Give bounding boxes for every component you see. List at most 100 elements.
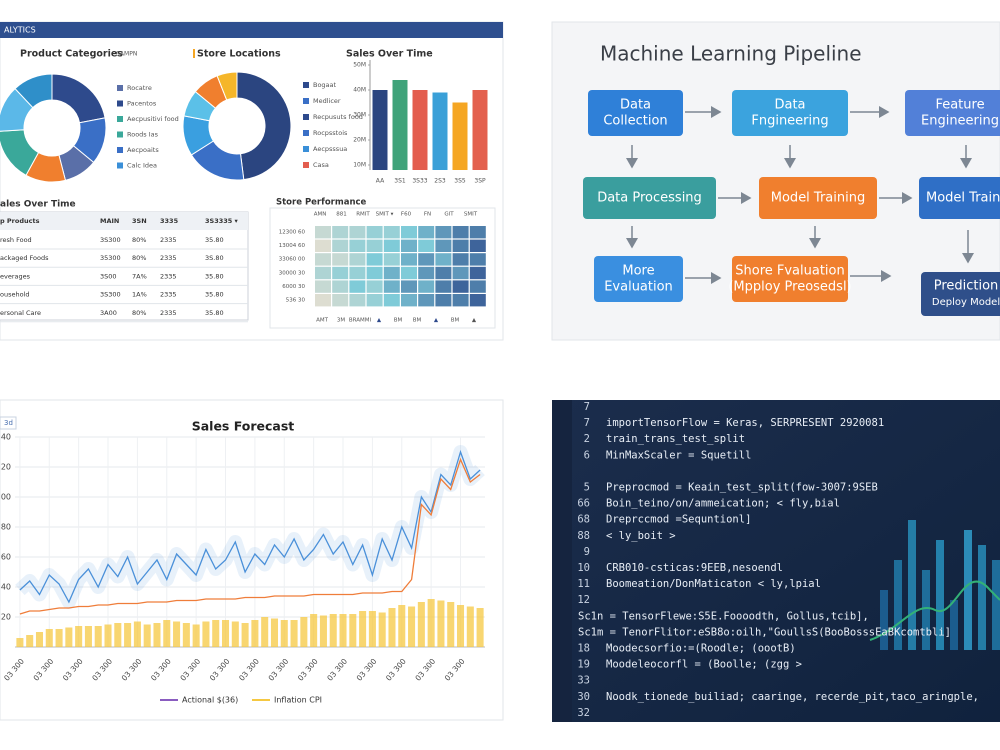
legend-label: Aecpsssua [313,145,347,153]
table-cell: 80% [132,254,146,262]
line-number: 7 [584,417,590,429]
column-label: AMN [314,212,327,218]
row-label: 6000 30 [282,284,305,290]
heatmap-cell [418,253,435,266]
heatmap-cell [383,239,400,252]
bar [398,605,406,647]
deco-bar [978,545,986,650]
dashboard-header-bar [0,22,503,38]
heatmap-cell [383,226,400,239]
legend-swatch [303,146,309,152]
node-label: Engineering [921,114,999,129]
table-cell: 80% [132,236,146,244]
x-tick-label: 3S33 [412,178,427,185]
heatmap-cell [435,266,452,280]
line-number: 2 [584,433,590,445]
column-label: SMIT ▾ [376,212,394,218]
heatmap-cell [452,253,469,266]
footer-label: ▲ [377,318,382,324]
y-tick-label: 00 [1,493,11,502]
bar [388,608,396,647]
node-label: Data Processing [597,191,702,206]
heatmap-cell [435,294,452,307]
table-header-cell: 3S3335 ▾ [205,217,239,225]
bar [452,102,468,170]
table-cell: 2335 [160,236,177,244]
column-label: 881 [336,212,347,218]
table-cell: 1A% [132,291,147,299]
heatmap-cell [435,239,452,252]
pipeline-node [919,177,1000,219]
bar [221,620,230,647]
deco-bar [936,540,944,650]
legend-swatch [117,116,123,122]
legend-swatch [117,85,123,91]
code-line: Boin_teino/on/ammeication; < fly,bial [606,498,840,510]
table-cell: 2335 [160,309,177,317]
code-panel [552,400,1000,722]
header-title: ALYTICS [4,26,36,35]
code-decoration [869,520,1000,650]
table-cell: 3S00 [100,272,117,280]
bar [251,620,259,647]
heatmap-cell [315,253,331,266]
bar [280,620,288,647]
table-header-cell: 3SN [132,217,147,225]
bar [124,623,132,647]
heatmap-cell [332,239,349,252]
pipeline-node [732,256,848,302]
bar [65,627,73,647]
node-label: Feature [935,98,984,113]
bar [472,90,488,170]
deco-bar [880,590,888,650]
heatmap-cell [383,294,400,307]
heatmap-cell [435,253,452,266]
x-tick-label: 2S3 [434,178,446,185]
node-label: Collection [603,114,667,129]
code-line: CRB010-csticas:9EEB,nesoendl [606,562,783,574]
heatmap-cell [366,294,383,307]
x-tick-label: AA [376,178,385,185]
heatmap-cell [315,294,331,307]
node-label: (Mpploy Preosedsl) [728,280,851,295]
bar [437,600,445,647]
legend-label: Rocatre [127,84,152,92]
table-cell: ersonal Care [0,309,41,317]
legend-swatch [303,162,309,168]
column-label: RMIT [356,212,370,218]
heatmap-cell [418,294,435,307]
legend-swatch [303,130,309,136]
heatmap-cell [349,266,366,280]
donut-slice [216,71,238,101]
table-cell: 35.80 [205,291,224,299]
legend-swatch [117,131,123,138]
bar [231,621,239,647]
column-label: F60 [401,212,412,218]
bar [16,638,24,647]
bar [261,617,269,647]
bar [392,80,408,170]
bar [339,614,347,647]
line-number: 6 [584,449,590,461]
line-number: 7 [584,401,590,413]
heatmap-cell [315,239,331,252]
y-tick-label: 40 [1,433,11,442]
deco-bar [950,600,958,650]
pipeline-node [732,90,848,136]
footer-label: BM [394,318,403,324]
series-line [19,457,481,615]
row-label: 13004 60 [279,243,306,249]
x-tick-label: 3SP [474,178,486,185]
bar [241,623,249,647]
legend-label: Aecpoaits [127,146,159,154]
heatmap-cell [418,266,435,280]
line-number: 66 [577,498,590,510]
deco-bar [964,530,972,650]
bar [173,621,181,647]
heatmap-cell [366,266,383,280]
code-line: importTensorFlow = Keras, SERPRESENT 292… [606,417,884,429]
line-number: 9 [584,546,590,558]
heatmap-cell [435,226,452,239]
heatmap-cell [469,280,486,293]
